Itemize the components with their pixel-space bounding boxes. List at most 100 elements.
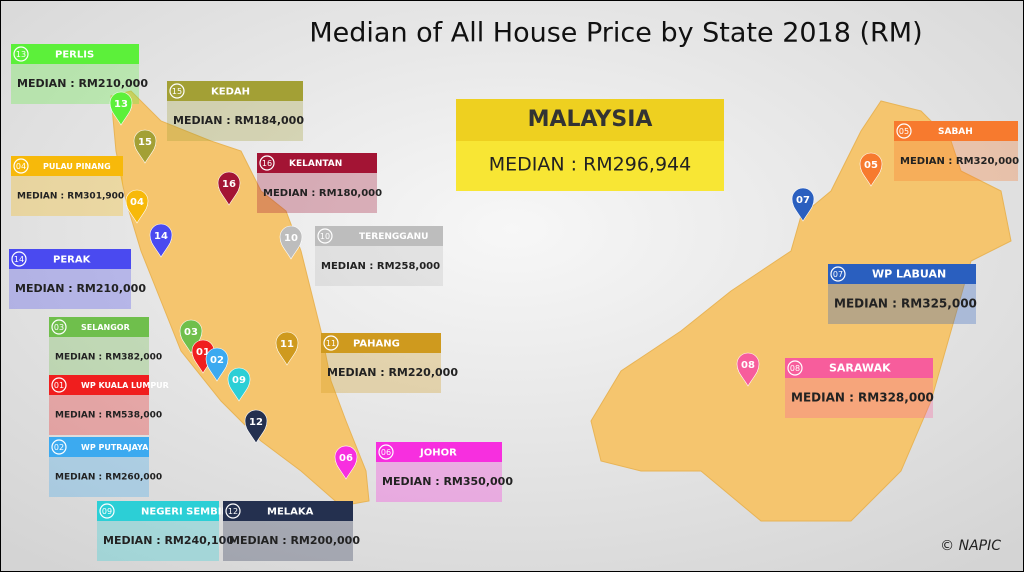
state-header [894,121,1018,141]
state-badge [13,46,29,62]
state-header [49,375,149,395]
state-badge [11,251,27,267]
state-median: MEDIAN : RM184,000 [173,114,304,127]
state-badge-number: 11 [326,339,336,348]
title: Median of All House Price by State 2018 … [309,18,922,49]
state-header [376,442,502,462]
state-median: MEDIAN : RM180,000 [263,188,382,199]
state-badge [51,319,67,335]
national-header [456,99,724,141]
state-body [9,269,131,309]
state-header [9,249,131,269]
state-pin [244,409,268,444]
state-pin [125,189,149,224]
state-pin [275,331,299,366]
state-badge-number: 12 [228,507,238,516]
state-header [97,501,219,521]
state-body [49,457,149,497]
state-badge [323,335,339,351]
state-name: SELANGOR [81,323,130,332]
state-body [828,284,976,324]
state-pin-number: 10 [284,233,298,244]
state-median: MEDIAN : RM200,000 [229,534,360,547]
state-badge-number: 09 [102,507,112,516]
state-body [894,141,1018,181]
state-body [223,521,353,561]
state-median: MEDIAN : RM382,000 [55,353,162,363]
state-body [49,337,149,377]
state-pin [279,225,303,260]
state-median: MEDIAN : RM538,000 [55,411,162,421]
state-pin [179,319,203,354]
state-median: MEDIAN : RM240,100 [103,534,234,547]
state-pin [133,129,157,164]
state-badge [51,439,67,455]
state-median: MEDIAN : RM320,000 [900,156,1019,167]
state-pin [334,445,358,480]
state-pin [791,187,815,222]
state-pin [205,347,229,382]
state-body [11,176,123,216]
state-badge-number: 16 [262,159,272,168]
state-header [49,437,149,457]
state-header [785,358,933,378]
state-header [11,156,123,176]
state-pin-number: 03 [184,327,198,338]
state-body [376,462,502,502]
state-badge [225,503,241,519]
state-body [167,101,303,141]
state-badge-number: 10 [320,232,330,241]
state-median: MEDIAN : RM210,000 [17,77,148,90]
state-median: MEDIAN : RM325,000 [834,297,977,311]
state-name: TERENGGANU [359,232,428,242]
state-pin [149,223,173,258]
state-header [11,44,139,64]
state-name: PERLIS [55,50,94,61]
credit: © NAPIC [940,538,1001,554]
state-name: PAHANG [353,339,400,350]
state-body [315,246,443,286]
state-badge-number: 07 [833,270,843,279]
state-pin [109,91,133,126]
state-badge-number: 14 [14,255,24,264]
state-pin [736,352,760,387]
state-header [167,81,303,101]
state-pin-number: 14 [154,231,168,242]
state-pin-number: 07 [796,195,810,206]
state-median: MEDIAN : RM328,000 [791,391,934,405]
state-pin [859,152,883,187]
state-badge [830,266,846,282]
state-header [315,226,443,246]
state-header [321,333,441,353]
state-name: WP KUALA LUMPUR [81,381,169,390]
state-pin-number: 02 [210,355,224,366]
state-badge-number: 15 [172,87,182,96]
state-pin [227,367,251,402]
state-name: SABAH [938,127,973,137]
state-badge-number: 08 [790,364,800,373]
state-badge [259,155,275,171]
state-body [49,395,149,435]
state-pin-number: 15 [138,137,152,148]
borneo-map [590,100,1012,522]
state-badge [896,123,912,139]
state-header [828,264,976,284]
state-badge-number: 05 [899,127,909,136]
national-median: MEDIAN : RM296,944 [489,154,692,176]
state-pin-number: 08 [741,360,755,371]
state-badge-number: 02 [54,443,64,452]
state-name: JOHOR [419,448,457,459]
state-median: MEDIAN : RM260,000 [55,473,162,483]
state-name: PERAK [53,255,92,266]
state-header [257,153,377,173]
state-name: SARAWAK [829,362,891,375]
state-pin-number: 06 [339,453,353,464]
peninsula-map [110,90,370,507]
state-badge-number: 03 [54,323,64,332]
state-body [321,353,441,393]
state-name: NEGERI SEMBILAN [141,507,244,518]
state-badge [13,158,29,174]
state-median: MEDIAN : RM301,900 [17,192,124,202]
state-badge [51,377,67,393]
